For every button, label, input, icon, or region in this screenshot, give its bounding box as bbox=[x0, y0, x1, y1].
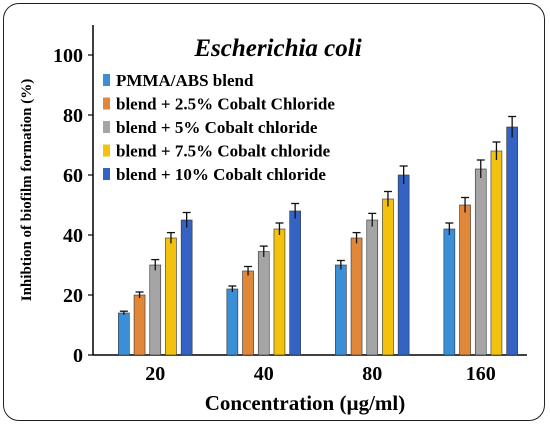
y-tick-label: 0 bbox=[73, 345, 83, 367]
y-tick-label: 100 bbox=[53, 45, 83, 67]
legend: PMMA/ABS blend blend + 2.5% Cobalt Chlori… bbox=[103, 71, 335, 184]
legend-swatch bbox=[103, 74, 110, 86]
legend-swatch bbox=[103, 168, 110, 180]
bar bbox=[180, 219, 193, 356]
bar bbox=[133, 294, 146, 356]
bar bbox=[382, 198, 394, 356]
legend-swatch bbox=[103, 144, 110, 157]
bar bbox=[257, 251, 270, 356]
plot-area: 0 20 40 60 80 100 20 40 80 160 bbox=[53, 25, 527, 385]
legend-label: blend + 7.5% Cobalt chloride bbox=[116, 142, 331, 161]
bar bbox=[350, 237, 363, 356]
bar bbox=[506, 126, 518, 356]
bar bbox=[459, 204, 471, 356]
legend-swatch bbox=[103, 97, 110, 110]
legend-swatch bbox=[103, 121, 110, 133]
x-tick-label: 160 bbox=[466, 363, 496, 385]
y-tick-label: 40 bbox=[63, 225, 83, 247]
bar bbox=[443, 228, 456, 356]
x-axis-label: Concentration (µg/ml) bbox=[205, 391, 405, 415]
legend-label: PMMA/ABS blend bbox=[116, 71, 254, 90]
bar bbox=[242, 270, 254, 356]
bar bbox=[474, 168, 487, 356]
x-tick-label: 20 bbox=[145, 363, 165, 385]
y-tick-label: 20 bbox=[63, 285, 83, 307]
y-axis-label: Inhibtion of biofilm formation (%) bbox=[19, 79, 35, 302]
y-tick-label: 60 bbox=[63, 165, 83, 187]
bar bbox=[289, 210, 301, 356]
y-tick-label: 80 bbox=[63, 105, 83, 127]
bar bbox=[335, 264, 347, 356]
legend-label: blend + 5% Cobalt chloride bbox=[116, 118, 318, 137]
legend-label: blend + 2.5% Cobalt Chloride bbox=[116, 95, 335, 114]
bar bbox=[118, 312, 130, 356]
x-tick-label: 40 bbox=[254, 363, 274, 385]
bar bbox=[165, 237, 177, 356]
x-tick-label: 80 bbox=[362, 363, 382, 385]
bar bbox=[490, 150, 503, 356]
chart-title: Escherichia coli bbox=[193, 35, 361, 62]
bar bbox=[273, 228, 286, 356]
bar bbox=[366, 219, 379, 356]
bar bbox=[149, 264, 162, 356]
legend-label: blend + 10% Cobalt chloride bbox=[116, 165, 326, 184]
bar bbox=[397, 174, 410, 356]
bar bbox=[226, 288, 239, 356]
